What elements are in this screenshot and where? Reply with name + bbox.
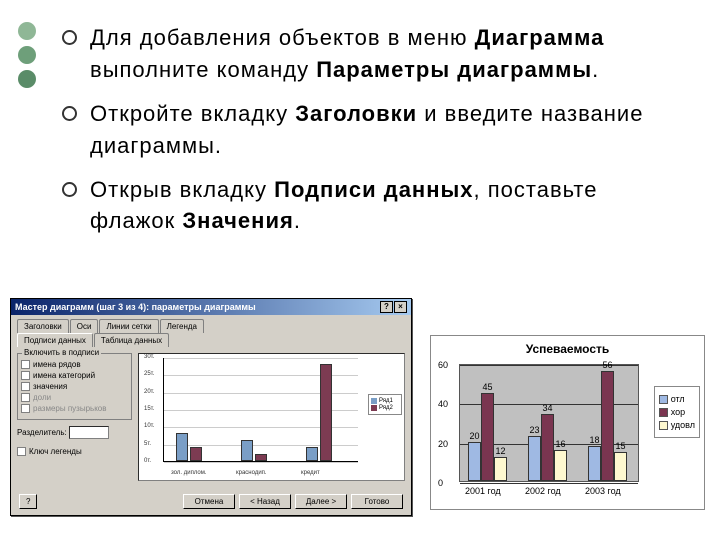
chart-legend: отл хор удовл — [654, 386, 700, 438]
keylegend-check[interactable]: Ключ легенды — [17, 447, 132, 456]
checkbox-label: доли — [33, 393, 51, 402]
preview-legend: Ряд1Ряд2 — [368, 394, 402, 415]
chart-plot-area: 0204060204512233416185615 — [459, 364, 639, 482]
bullet-item: Для добавления объектов в меню Диаграмма… — [62, 22, 682, 86]
checkbox-icon — [21, 371, 30, 380]
chart-title: Успеваемость — [431, 336, 704, 360]
labels-group: Включить в подписи имена рядовимена кате… — [17, 353, 132, 420]
dialog-buttons: ? Отмена < Назад Далее > Готово — [11, 494, 411, 509]
close-window-button[interactable]: × — [394, 301, 407, 313]
separator-row: Разделитель: — [17, 426, 132, 439]
finish-button[interactable]: Готово — [351, 494, 403, 509]
bullet-list: Для добавления объектов в меню Диаграмма… — [62, 22, 682, 249]
dot — [18, 70, 36, 88]
window-buttons: ? × — [380, 301, 407, 313]
dot — [18, 46, 36, 64]
checkbox-row[interactable]: имена рядов — [21, 360, 128, 369]
tab[interactable]: Подписи данных — [17, 333, 93, 347]
checkbox-icon — [21, 393, 30, 402]
preview-axes: 0т.5т.10т.15т.20т.25т.30т. — [163, 358, 358, 462]
bullet-item: Откройте вкладку Заголовки и введите наз… — [62, 98, 682, 162]
tabs-row-1: ЗаголовкиОсиЛинии сеткиЛегенда — [11, 315, 411, 333]
checkbox-row[interactable]: значения — [21, 382, 128, 391]
checkbox-label: значения — [33, 382, 67, 391]
dialog-title: Мастер диаграмм (шаг 3 из 4): параметры … — [15, 302, 256, 312]
checkbox-icon — [21, 404, 30, 413]
decorative-dots — [18, 22, 36, 94]
chart-wizard-dialog: Мастер диаграмм (шаг 3 из 4): параметры … — [10, 298, 412, 516]
back-button[interactable]: < Назад — [239, 494, 291, 509]
checkbox-row: доли — [21, 393, 128, 402]
checkbox-icon — [21, 382, 30, 391]
checkbox-label: имена рядов — [33, 360, 81, 369]
separator-input[interactable] — [69, 426, 109, 439]
checkbox-icon — [21, 360, 30, 369]
tab[interactable]: Оси — [70, 319, 99, 333]
tab[interactable]: Заголовки — [17, 319, 69, 333]
checkbox-row[interactable]: имена категорий — [21, 371, 128, 380]
checkbox-label: имена категорий — [33, 371, 95, 380]
cancel-button[interactable]: Отмена — [183, 494, 235, 509]
legend-item: хор — [659, 407, 695, 417]
checkbox-row: размеры пузырьков — [21, 404, 128, 413]
titlebar: Мастер диаграмм (шаг 3 из 4): параметры … — [11, 299, 411, 315]
tab[interactable]: Таблица данных — [94, 333, 169, 347]
help-window-button[interactable]: ? — [380, 301, 393, 313]
next-button[interactable]: Далее > — [295, 494, 347, 509]
checkbox-label: размеры пузырьков — [33, 404, 107, 413]
bullet-item: Открыв вкладку Подписи данных, поставьте… — [62, 174, 682, 238]
chart-preview: 0т.5т.10т.15т.20т.25т.30т. Ряд1Ряд2 зол.… — [138, 353, 405, 481]
separator-label: Разделитель: — [17, 428, 67, 437]
grades-chart: Успеваемость 0204060204512233416185615 о… — [430, 335, 705, 510]
help-button[interactable]: ? — [19, 494, 37, 509]
dialog-body: Включить в подписи имена рядов имена кате… — [11, 347, 411, 487]
tab[interactable]: Линии сетки — [99, 319, 158, 333]
dot — [18, 22, 36, 40]
legend-item: отл — [659, 394, 695, 404]
checkbox-icon — [17, 447, 26, 456]
legend-item: удовл — [659, 420, 695, 430]
options-panel: Включить в подписи имена рядовимена кате… — [17, 353, 132, 481]
group-title: Включить в подписи — [22, 348, 101, 357]
tab[interactable]: Легенда — [160, 319, 204, 333]
keylegend-label: Ключ легенды — [29, 447, 82, 456]
tabs-row-2: Подписи данныхТаблица данных — [11, 333, 411, 347]
